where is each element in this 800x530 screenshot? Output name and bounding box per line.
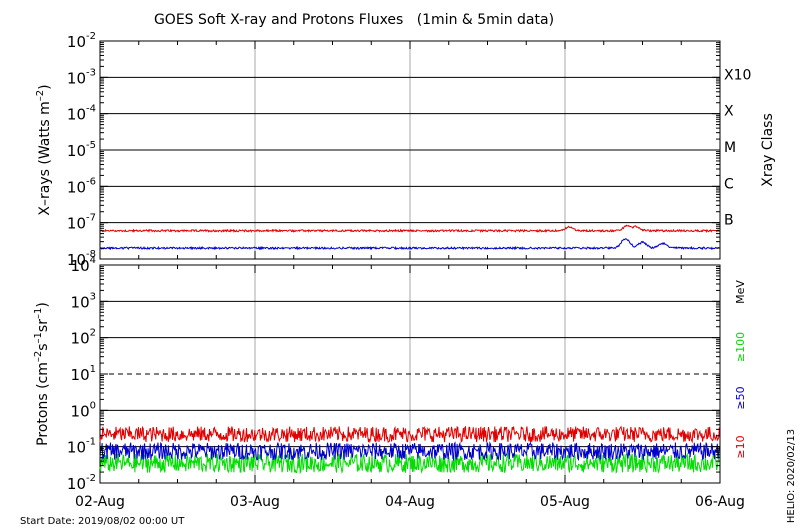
proton-panel: 10-2 10-1 100 101 102 103 104 Protons (cm–2s–1… [33, 255, 747, 493]
xray-class-x10: X10 [724, 67, 751, 83]
xray-y-tick-labels: 10-8 10-7 10-6 10-5 10-4 10-3 10-2 [67, 31, 96, 269]
xray-class-axis-label: Xray Class [760, 113, 776, 187]
xray-horizontal-grid [100, 76, 720, 224]
proton-y-tick-label: 100 [71, 400, 96, 420]
helio-stamp: HELIO: 2020/02/13 [786, 429, 797, 523]
xray-tick-marks [99, 41, 721, 260]
xray-class-x: X [724, 104, 734, 120]
xray-class-m: M [724, 140, 736, 156]
xray-y-tick-label: 10-7 [67, 213, 96, 233]
xray-y-axis-label: X–rays (Watts m–2) [35, 84, 53, 215]
legend-ge50: ≥50 [734, 386, 747, 409]
x-tick-label: 03-Aug [230, 494, 280, 510]
x-tick-label: 02-Aug [75, 494, 125, 510]
proton-horizontal-grid [100, 300, 720, 448]
xray-panel: 10-8 10-7 10-6 10-5 10-4 10-3 10-2 B C M X X10 X–r… [35, 31, 776, 269]
x-tick-label: 05-Aug [540, 494, 590, 510]
chart-title: GOES Soft X-ray and Protons Fluxes (1min… [154, 12, 554, 28]
x-tick-labels: 02-Aug 03-Aug 04-Aug 05-Aug 06-Aug [75, 494, 745, 510]
x-tick-label: 04-Aug [385, 494, 435, 510]
xray-class-b: B [724, 213, 734, 229]
proton-y-tick-label: 102 [71, 328, 96, 348]
xray-y-tick-label: 10-4 [67, 104, 96, 124]
proton-y-tick-label: 101 [71, 364, 96, 384]
xray-y-tick-label: 10-6 [67, 176, 96, 196]
xray-y-tick-label: 10-8 [67, 249, 96, 269]
start-date-label: Start Date: 2019/08/02 00:00 UT [20, 516, 185, 527]
xray-y-tick-label: 10-3 [67, 67, 96, 87]
proton-series-ge50-line [99, 440, 720, 462]
xray-class-labels: B C M X X10 [724, 67, 751, 228]
proton-y-tick-label: 10-2 [67, 473, 96, 493]
xray-class-c: C [724, 176, 734, 192]
xray-series-group [99, 224, 721, 251]
legend-ge100: ≥100 [734, 332, 747, 362]
proton-series-group [99, 425, 720, 475]
proton-unit-label: MeV [734, 280, 747, 304]
proton-series-ge100-line [99, 452, 720, 475]
proton-y-tick-labels: 10-2 10-1 100 101 102 103 104 [67, 255, 96, 493]
proton-y-axis-label: Protons (cm–2s–1sr–1) [33, 302, 51, 446]
proton-y-tick-label: 103 [71, 291, 96, 311]
proton-tick-marks [99, 265, 721, 484]
proton-series-ge10-line [99, 425, 720, 444]
proton-y-tick-label: 10-1 [67, 437, 96, 457]
x-tick-label: 06-Aug [695, 494, 745, 510]
legend-ge10: ≥10 [734, 435, 747, 458]
xray-series-short-line [99, 238, 721, 251]
xray-y-tick-label: 10-5 [67, 140, 96, 160]
proton-y-tick-label: 104 [71, 255, 96, 275]
xray-series-long-line [100, 224, 721, 234]
xray-y-tick-label: 10-2 [67, 31, 96, 51]
